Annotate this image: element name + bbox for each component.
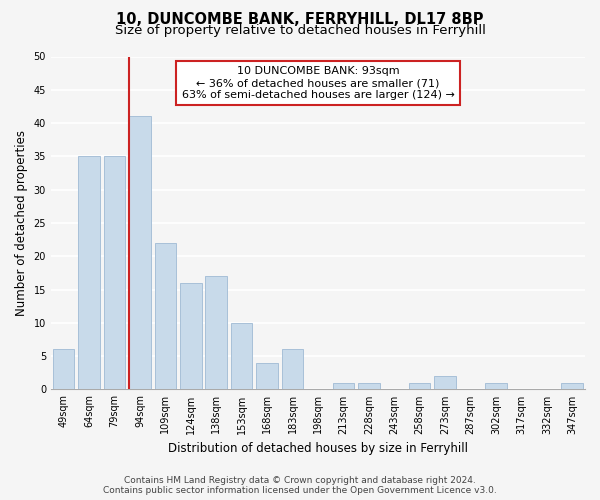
Bar (256, 363, 278, 390)
Bar (409, 383, 430, 390)
Bar (485, 383, 507, 390)
Bar (180, 283, 202, 390)
Bar (282, 350, 304, 390)
Bar (53, 350, 74, 390)
Y-axis label: Number of detached properties: Number of detached properties (15, 130, 28, 316)
Bar (434, 376, 456, 390)
Bar (104, 156, 125, 390)
X-axis label: Distribution of detached houses by size in Ferryhill: Distribution of detached houses by size … (168, 442, 468, 455)
Bar (155, 243, 176, 390)
Text: Size of property relative to detached houses in Ferryhill: Size of property relative to detached ho… (115, 24, 485, 37)
Bar (231, 323, 253, 390)
Bar (205, 276, 227, 390)
Text: Contains HM Land Registry data © Crown copyright and database right 2024.
Contai: Contains HM Land Registry data © Crown c… (103, 476, 497, 495)
Bar (332, 383, 354, 390)
Bar (129, 116, 151, 390)
Bar (358, 383, 380, 390)
Bar (78, 156, 100, 390)
Text: 10 DUNCOMBE BANK: 93sqm
← 36% of detached houses are smaller (71)
63% of semi-de: 10 DUNCOMBE BANK: 93sqm ← 36% of detache… (182, 66, 454, 100)
Bar (562, 383, 583, 390)
Text: 10, DUNCOMBE BANK, FERRYHILL, DL17 8BP: 10, DUNCOMBE BANK, FERRYHILL, DL17 8BP (116, 12, 484, 28)
